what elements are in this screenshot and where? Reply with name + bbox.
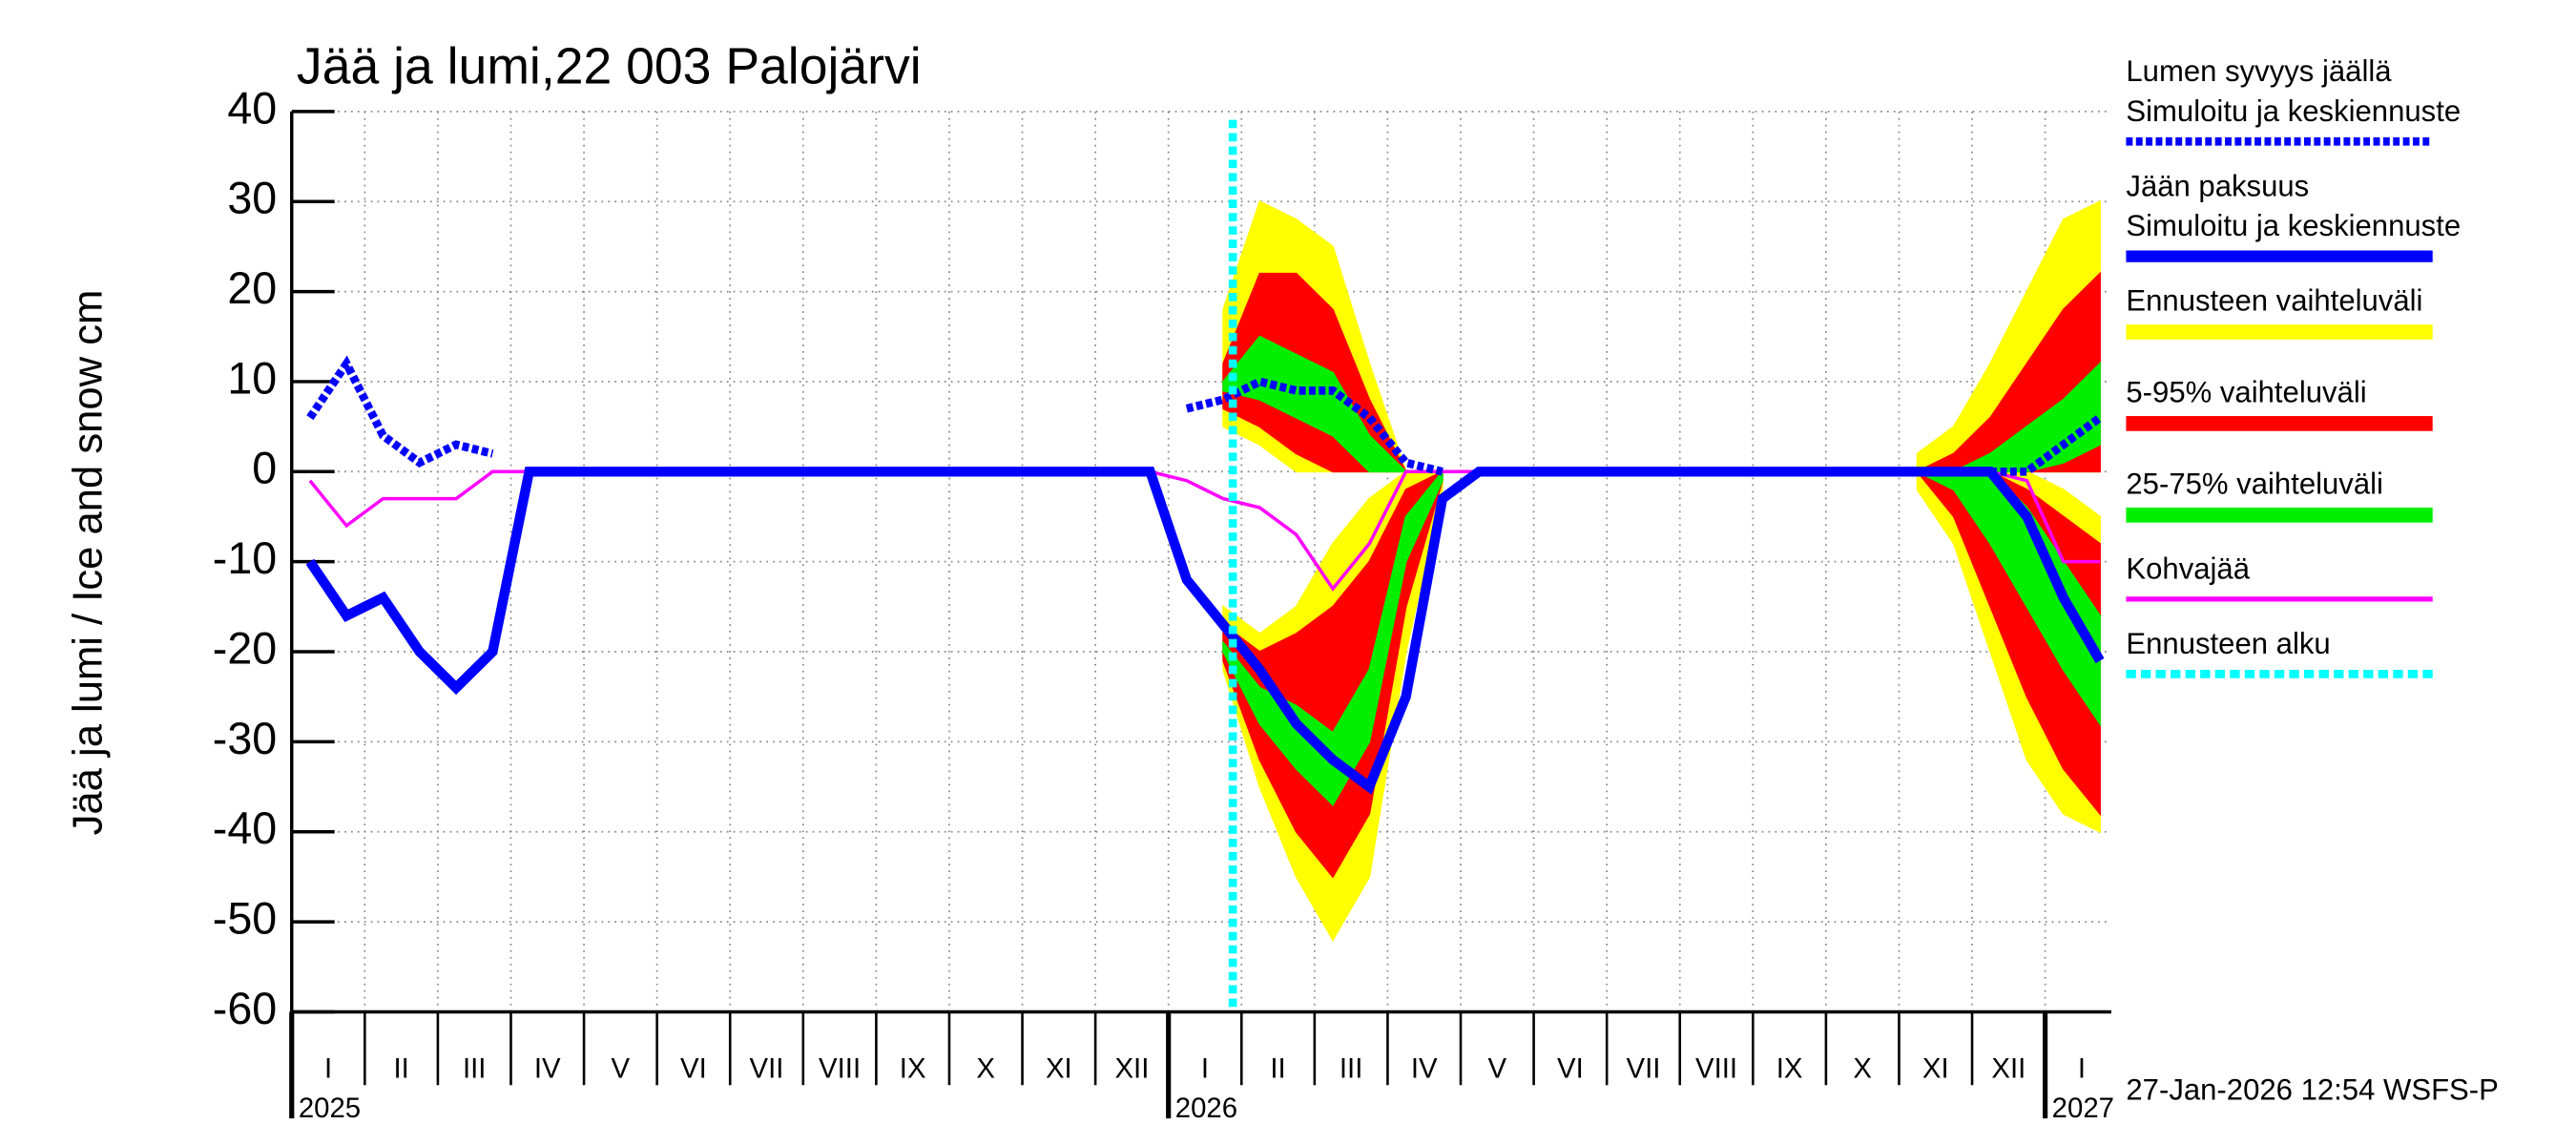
y-tick-label: -40 — [213, 803, 277, 853]
legend-label: 5-95% vaihteluväli — [2126, 376, 2366, 409]
x-tick-label: I — [324, 1052, 332, 1084]
x-tick-label: IV — [1411, 1052, 1438, 1084]
y-axis-label: Jää ja lumi / Ice and snow cm — [66, 290, 112, 836]
legend-label: 25-75% vaihteluväli — [2126, 467, 2383, 500]
series-line — [1990, 414, 2103, 476]
x-tick-label: XI — [1922, 1052, 1949, 1084]
x-tick-label: IX — [900, 1052, 926, 1084]
y-tick-label: -60 — [213, 984, 277, 1033]
x-tick-label: VIII — [819, 1052, 861, 1084]
x-tick-label: VII — [750, 1052, 784, 1084]
series-line — [308, 469, 2101, 592]
range-band — [1222, 468, 1444, 806]
y-tick-label: -50 — [213, 893, 277, 943]
x-tick-label: VIII — [1695, 1052, 1737, 1084]
y-tick-label: -30 — [213, 714, 277, 763]
footer: 27-Jan-2026 12:54 WSFS-P — [2126, 1072, 2498, 1106]
x-tick-label: I — [1201, 1052, 1209, 1084]
series-line — [1185, 377, 1444, 476]
x-tick-label: IX — [1776, 1052, 1803, 1084]
legend-swatch — [2126, 324, 2433, 340]
x-tick-label: II — [1270, 1052, 1285, 1084]
range-band — [1222, 335, 1408, 473]
legend-sublabel: Simuloitu ja keskiennuste — [2126, 209, 2461, 242]
x-tick-label: X — [976, 1052, 995, 1084]
x-tick-label: V — [612, 1052, 631, 1084]
x-tick-label: XII — [1991, 1052, 2025, 1084]
x-tick-label: XI — [1046, 1052, 1072, 1084]
legend-label: Jään paksuus — [2126, 169, 2309, 202]
y-tick-label: 40 — [227, 83, 277, 133]
legend-swatch — [2126, 507, 2433, 523]
y-tick-label: -10 — [213, 533, 277, 583]
legend-label: Lumen syvyys jäällä — [2126, 54, 2392, 88]
y-tick-label: 30 — [227, 173, 277, 222]
year-label: 2025 — [299, 1093, 361, 1124]
series-line — [305, 467, 2105, 795]
x-tick-label: XII — [1114, 1052, 1149, 1084]
y-tick-label: 0 — [252, 444, 277, 493]
year-label: 2027 — [2052, 1093, 2114, 1124]
x-tick-label: VI — [1557, 1052, 1584, 1084]
legend-label: Kohvajää — [2126, 552, 2250, 585]
x-tick-label: VII — [1626, 1052, 1660, 1084]
x-tick-label: VI — [680, 1052, 707, 1084]
year-label: 2026 — [1175, 1093, 1237, 1124]
x-tick-label: III — [1340, 1052, 1362, 1084]
x-tick-label: IV — [534, 1052, 561, 1084]
legend-label: Ennusteen vaihteluväli — [2126, 284, 2422, 318]
x-tick-label: X — [1853, 1052, 1872, 1084]
x-tick-label: V — [1487, 1052, 1506, 1084]
x-tick-label: III — [463, 1052, 486, 1084]
series-line — [306, 355, 494, 468]
legend-swatch — [2126, 416, 2433, 431]
chart-title: Jää ja lumi,22 003 Palojärvi — [297, 37, 922, 94]
y-tick-label: 20 — [227, 263, 277, 313]
y-tick-label: 10 — [227, 353, 277, 403]
legend-sublabel: Simuloitu ja keskiennuste — [2126, 94, 2461, 128]
x-tick-label: I — [2078, 1052, 2086, 1084]
legend-label: Ennusteen alku — [2126, 627, 2330, 660]
x-tick-label: II — [393, 1052, 408, 1084]
y-tick-label: -20 — [213, 623, 277, 673]
